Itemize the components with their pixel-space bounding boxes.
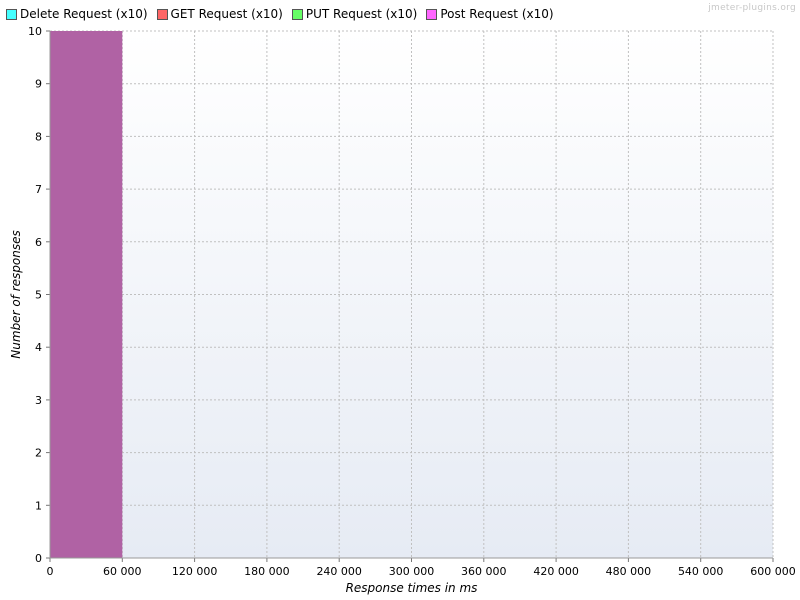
y-tick-label: 10 <box>28 25 42 38</box>
y-tick-label: 5 <box>35 289 42 302</box>
x-tick-label: 120 000 <box>172 565 218 578</box>
legend-item-get: GET Request (x10) <box>156 7 283 21</box>
legend-swatch-post <box>426 8 438 20</box>
y-tick-label: 1 <box>35 499 42 512</box>
y-tick-label: 4 <box>35 341 42 354</box>
y-tick-label: 3 <box>35 394 42 407</box>
y-tick-label: 8 <box>35 130 42 143</box>
x-tick-label: 600 000 <box>750 565 796 578</box>
grid <box>49 30 774 559</box>
y-tick-label: 2 <box>35 447 42 460</box>
x-tick-label: 300 000 <box>389 565 435 578</box>
y-tick-label: 7 <box>35 183 42 196</box>
chart-legend: Delete Request (x10) GET Request (x10) P… <box>6 4 554 24</box>
y-axis-title: Number of responses <box>9 230 23 358</box>
legend-swatch-delete <box>6 8 17 20</box>
x-tick-label: 180 000 <box>244 565 290 578</box>
legend-label-post: Post Request (x10) <box>440 7 554 21</box>
y-tick-label: 9 <box>35 78 42 91</box>
x-tick-label: 240 000 <box>316 565 362 578</box>
watermark: jmeter-plugins.org <box>708 3 796 13</box>
legend-swatch-put <box>291 8 303 20</box>
legend-item-delete: Delete Request (x10) <box>6 7 148 21</box>
legend-item-put: PUT Request (x10) <box>291 7 418 21</box>
y-tick-label: 0 <box>35 552 42 565</box>
legend-item-post: Post Request (x10) <box>426 7 554 21</box>
x-tick-label: 0 <box>47 565 54 578</box>
x-tick-label: 540 000 <box>678 565 724 578</box>
x-axis-title: Response times in ms <box>346 581 478 595</box>
x-tick-label: 420 000 <box>533 565 579 578</box>
x-tick-label: 60 000 <box>103 565 142 578</box>
legend-label-put: PUT Request (x10) <box>305 7 418 21</box>
legend-swatch-get <box>156 8 168 20</box>
axes: 0 60 000 120 000 180 000 240 000 300 000 360 0… <box>28 25 796 578</box>
legend-label-get: GET Request (x10) <box>170 7 283 21</box>
x-tick-label: 360 000 <box>461 565 507 578</box>
bars <box>50 31 123 558</box>
y-tick-label: 6 <box>35 236 42 249</box>
legend-label-delete: Delete Request (x10) <box>20 7 148 21</box>
histogram-bar <box>50 31 123 558</box>
x-tick-label: 480 000 <box>606 565 652 578</box>
